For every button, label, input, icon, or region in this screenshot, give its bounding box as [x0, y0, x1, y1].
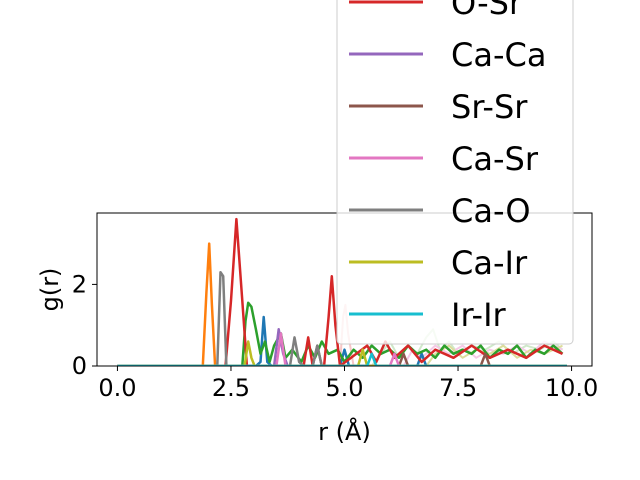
legend-label-ir-ir: Ir-Ir: [451, 296, 507, 334]
legend: O-Sr Ca-Ca Sr-Sr Ca-Sr Ca-O Ca-Ir Ir-Ir: [336, 0, 574, 345]
series-unnamed-2-line: [117, 301, 564, 366]
series-ir-ir-line: [117, 352, 567, 366]
x-tick-label: 5.0: [325, 374, 363, 402]
legend-label-o-sr: O-Sr: [451, 0, 523, 22]
legend-box: [336, 0, 574, 345]
y-tick-label: 0: [72, 352, 87, 380]
x-tick-label: 2.5: [212, 374, 250, 402]
y-tick-label: 2: [72, 270, 87, 298]
x-axis-ticks: 0.0 2.5 5.0 7.5 10.0: [98, 366, 598, 402]
y-axis-ticks: 02: [72, 270, 97, 380]
y-axis-label: g(r): [36, 268, 64, 312]
series-layer: [117, 217, 567, 366]
series-ca-o-line: [117, 270, 567, 366]
legend-label-ca-sr: Ca-Sr: [451, 140, 539, 178]
x-tick-label: 0.0: [98, 374, 136, 402]
series-ca-ir-line: [117, 340, 567, 366]
series-unnamed-1-line: [117, 242, 567, 366]
series-o-sr-line: [117, 217, 564, 366]
series-ca-sr-line: [117, 332, 567, 366]
x-tick-label: 10.0: [545, 374, 598, 402]
series-unnamed-0-line: [117, 315, 567, 366]
x-axis-label: r (Å): [318, 417, 371, 446]
legend-label-ca-ir: Ca-Ir: [451, 244, 528, 282]
legend-label-ca-o: Ca-O: [451, 192, 531, 230]
legend-label-sr-sr: Sr-Sr: [451, 88, 528, 126]
x-tick-label: 7.5: [439, 374, 477, 402]
legend-label-ca-ca: Ca-Ca: [451, 36, 546, 74]
